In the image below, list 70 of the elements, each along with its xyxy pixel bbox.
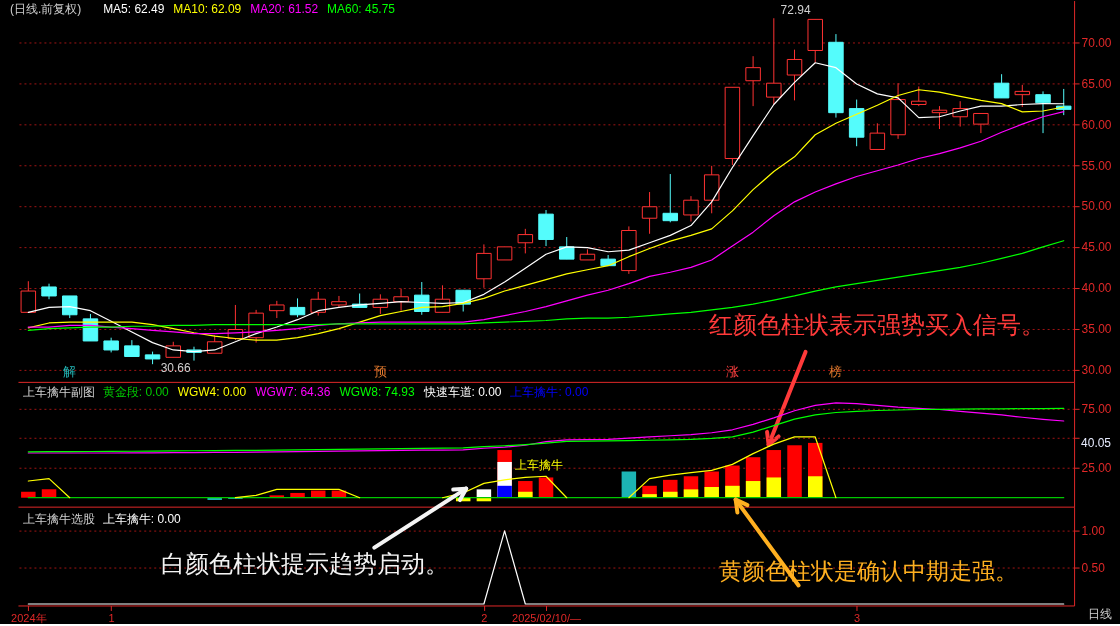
y-tick-label: 65.00 [1081, 76, 1112, 91]
y-tick-label: 50.00 [1081, 199, 1112, 214]
y-tick-label: 0.50 [1081, 560, 1106, 575]
annotation: 涨 [726, 363, 740, 379]
annotation: 榜 [829, 363, 843, 379]
candlestick [331, 295, 347, 308]
candlestick [745, 55, 761, 107]
bar [21, 491, 36, 498]
candlestick [993, 73, 1010, 99]
bar [745, 481, 761, 498]
annotation: 红颜色柱状表示强势买入信号。 [708, 310, 1045, 338]
candlestick [786, 49, 803, 101]
annotation: 预 [373, 363, 387, 379]
annotation: 解 [63, 363, 77, 379]
y-tick-label: 40.00 [1081, 281, 1112, 296]
text: WGW8: 74.93 [339, 384, 415, 399]
candlestick [973, 112, 989, 134]
candlestick [683, 195, 699, 222]
candlestick [911, 85, 927, 107]
x-tick-label: 2 [481, 611, 488, 624]
y-tick-label: 35.00 [1081, 322, 1112, 337]
chart-title: 上车擒牛选股 [22, 511, 95, 526]
text: MA10: 62.09 [173, 1, 242, 16]
text: WGW7: 64.36 [255, 384, 331, 399]
candlestick [662, 173, 679, 223]
bar [807, 476, 823, 498]
y-tick-label: 70.00 [1081, 35, 1112, 50]
text: 40.05 [1081, 435, 1112, 450]
candlestick [517, 228, 534, 254]
annotation: 白颜色柱状提示趋势启动。 [160, 549, 449, 577]
x-tick-label: 2024年 [11, 611, 47, 624]
bar [787, 445, 802, 498]
text: 上车擒牛: 0.00 [102, 511, 182, 526]
bar [766, 477, 782, 498]
candlestick [641, 191, 658, 235]
y-tick-label: 55.00 [1081, 158, 1112, 173]
y-tick-label: 75.00 [1081, 401, 1112, 416]
candlestick [1014, 84, 1031, 108]
bar [725, 485, 740, 498]
bar [621, 471, 637, 498]
candlestick [1035, 90, 1051, 134]
x-tick-label: 1 [108, 611, 115, 624]
x-tick-label: 2025/02/10/— [512, 611, 582, 624]
text: MA20: 61.52 [250, 1, 319, 16]
candlestick [20, 280, 37, 313]
candlestick [310, 291, 326, 317]
candlestick [558, 236, 575, 260]
text: MA60: 45.75 [327, 1, 396, 16]
bar [704, 486, 719, 498]
chart-title: (日线.前复权) [9, 1, 82, 16]
y-tick-label: 60.00 [1081, 117, 1112, 132]
text: MA5: 62.49 [103, 1, 165, 16]
chart-title: 上车擒牛副图 [22, 384, 95, 399]
x-tick-label: 3 [854, 611, 861, 624]
text: WGW4: 0.00 [177, 384, 247, 399]
text: 黄金段: 0.00 [102, 384, 170, 399]
candlestick [869, 122, 886, 150]
y-tick-label: 30.00 [1081, 363, 1112, 378]
y-tick-label: 45.00 [1081, 240, 1112, 255]
text: 日线 [1088, 607, 1113, 622]
text: 上车擒牛: 0.00 [510, 384, 589, 399]
candlestick [289, 297, 306, 318]
candlestick [766, 17, 782, 105]
annotation: 72.94 [780, 2, 811, 17]
text: 快速车道: 0.00 [422, 384, 502, 399]
candlestick [61, 295, 78, 319]
annotation: 上车擒牛 [515, 457, 564, 472]
y-tick-label: 1.00 [1081, 524, 1106, 539]
annotation: 30.66 [160, 360, 192, 375]
y-tick-label: 25.00 [1081, 461, 1112, 476]
